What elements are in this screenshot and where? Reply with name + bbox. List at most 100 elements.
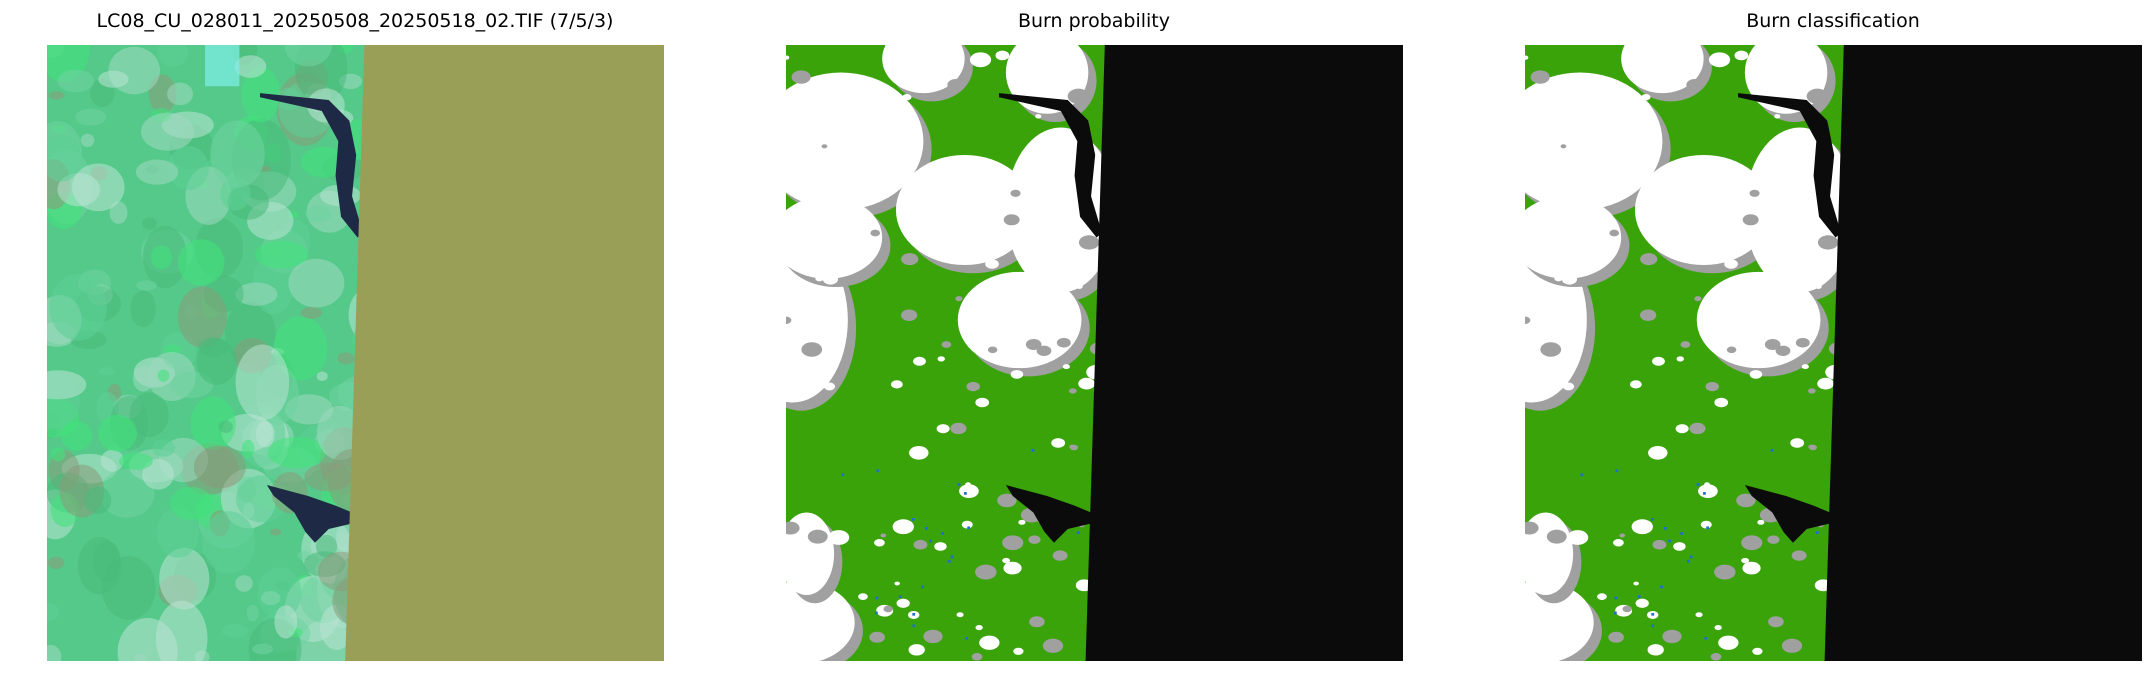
terrain-patch bbox=[57, 69, 95, 93]
cloud-shadow bbox=[1742, 214, 1759, 226]
cloud bbox=[824, 119, 832, 125]
cloud bbox=[891, 380, 903, 389]
cloud bbox=[1630, 380, 1642, 389]
cloud-shadow bbox=[786, 316, 792, 325]
burn-pixel bbox=[1689, 555, 1693, 559]
cloud bbox=[1048, 274, 1060, 282]
cloud-shadow bbox=[1525, 316, 1531, 325]
terrain-patch bbox=[47, 603, 60, 622]
cloud bbox=[1045, 304, 1067, 320]
burn-pixel bbox=[1706, 526, 1709, 530]
panel-title-classification: Burn classification bbox=[1746, 10, 1920, 32]
cloud bbox=[1757, 519, 1765, 525]
terrain-patch bbox=[241, 439, 255, 458]
cloud-shadow bbox=[786, 521, 800, 535]
burn-pixel bbox=[911, 518, 915, 521]
cloud-shadow bbox=[1029, 616, 1045, 628]
cloud bbox=[1815, 284, 1822, 289]
terrain-patch bbox=[47, 556, 65, 569]
cloud bbox=[1050, 291, 1065, 302]
burn-pixel bbox=[898, 595, 902, 599]
cloud bbox=[1734, 50, 1749, 61]
burn-pixel bbox=[1680, 532, 1683, 535]
cloud bbox=[786, 196, 883, 279]
terrain-patch bbox=[130, 290, 156, 328]
cloud bbox=[1817, 377, 1834, 390]
terrain-patch bbox=[75, 108, 107, 126]
cloud bbox=[874, 538, 885, 547]
cloud-shadow bbox=[883, 605, 893, 613]
terrain-patch bbox=[148, 74, 177, 114]
terrain-patch bbox=[109, 201, 128, 225]
terrain-patch bbox=[135, 159, 179, 185]
burn-pixel bbox=[1651, 612, 1655, 616]
cloud-shadow bbox=[1042, 638, 1064, 653]
cloud bbox=[1652, 356, 1665, 366]
cloud-shadow bbox=[1705, 381, 1719, 392]
cloud bbox=[786, 97, 799, 112]
cloud bbox=[1002, 557, 1011, 564]
terrain-patch bbox=[72, 163, 125, 212]
cloud-shadow bbox=[1662, 629, 1682, 644]
terrain-patch bbox=[190, 396, 236, 451]
cloud bbox=[1629, 150, 1651, 165]
cloud bbox=[896, 598, 910, 608]
cloud bbox=[969, 52, 992, 68]
cloud bbox=[858, 593, 868, 600]
cloud bbox=[1026, 272, 1035, 278]
cloud-shadow bbox=[975, 564, 997, 580]
cloud bbox=[908, 644, 925, 656]
cloud-shadow bbox=[1070, 444, 1078, 451]
cloud-shadow bbox=[1619, 533, 1626, 538]
cloud-shadow bbox=[1003, 214, 1020, 226]
cloud-shadow bbox=[1741, 535, 1763, 551]
cloud-shadow bbox=[1067, 88, 1090, 104]
cloud bbox=[1571, 266, 1585, 277]
burn-pixel bbox=[950, 555, 954, 559]
cloud-shadow bbox=[913, 539, 928, 550]
cloud bbox=[900, 139, 921, 153]
cloud-patch bbox=[205, 45, 240, 87]
burn-pixel bbox=[1614, 596, 1618, 600]
cloud bbox=[1051, 438, 1066, 448]
water-body bbox=[1744, 485, 1831, 543]
cloud bbox=[1752, 647, 1763, 655]
cloud-shadow bbox=[1640, 253, 1658, 266]
cloud-shadow bbox=[1710, 653, 1722, 661]
cloud-shadow bbox=[1795, 337, 1810, 348]
cloud-shadow bbox=[1002, 535, 1024, 551]
cloud bbox=[1538, 616, 1554, 627]
terrain-patch bbox=[92, 540, 121, 582]
cloud bbox=[1062, 364, 1070, 370]
nodata-area bbox=[345, 45, 664, 661]
cloud bbox=[1032, 83, 1046, 93]
cloud bbox=[1787, 274, 1799, 282]
cloud bbox=[988, 214, 1000, 223]
cloud-shadow bbox=[1622, 605, 1632, 613]
panel-title-probability: Burn probability bbox=[1017, 10, 1170, 32]
cloud-shadow bbox=[1609, 229, 1620, 237]
burn-pixel bbox=[964, 492, 967, 495]
cloud bbox=[1641, 93, 1651, 101]
cloud-shadow bbox=[880, 533, 887, 538]
terrain-patch bbox=[167, 145, 209, 191]
cloud-shadow bbox=[870, 229, 881, 237]
cloud bbox=[1714, 624, 1722, 631]
burn-pixel bbox=[1650, 518, 1654, 521]
terrain-patch bbox=[284, 45, 332, 67]
cloud bbox=[1562, 382, 1575, 391]
terrain-patch bbox=[196, 338, 237, 385]
cloud bbox=[1774, 114, 1781, 119]
cloud bbox=[1741, 557, 1750, 564]
cloud bbox=[786, 581, 855, 661]
burn-pixel bbox=[1668, 539, 1672, 543]
terrain-patch bbox=[337, 352, 355, 365]
cloud bbox=[1525, 72, 1663, 210]
burn-pixel bbox=[1704, 636, 1708, 640]
cloud bbox=[1015, 247, 1036, 262]
cloud bbox=[807, 327, 824, 339]
terrain-patch bbox=[118, 452, 153, 470]
cloud bbox=[1561, 273, 1578, 285]
cloud bbox=[1727, 214, 1739, 223]
terrain-patch bbox=[155, 600, 208, 661]
